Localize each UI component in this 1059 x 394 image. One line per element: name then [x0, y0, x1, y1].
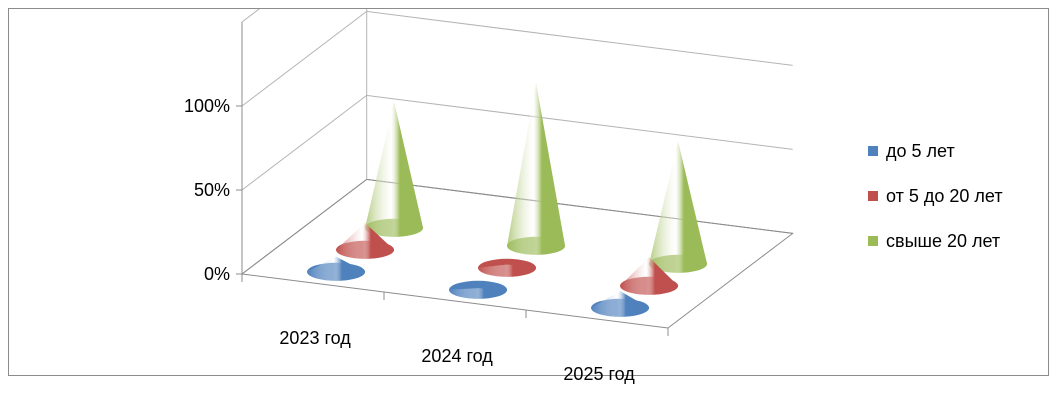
cone-mark [307, 256, 366, 281]
cone-mark [365, 101, 424, 237]
legend-item: от 5 до 20 лет [868, 185, 1003, 207]
legend-swatch-icon [868, 236, 878, 246]
chart-walls [240, 9, 794, 329]
cone-mark [449, 280, 508, 299]
x-tick-label: 2025 год [563, 364, 635, 384]
gridline [241, 10, 793, 107]
cone-mark [478, 258, 537, 277]
cone-mark [649, 141, 708, 273]
legend-label: свыше 20 лет [886, 230, 1001, 251]
gridline [241, 9, 260, 23]
legend-swatch-icon [868, 146, 878, 156]
legend-label: до 5 лет [886, 140, 955, 161]
x-tick-label: 2023 год [279, 328, 351, 348]
y-tick-label: 100% [184, 96, 230, 116]
legend-label: от 5 до 20 лет [886, 185, 1003, 206]
chart-legend: до 5 лет от 5 до 20 лет свыше 20 лет [868, 140, 1003, 275]
cone-mark [507, 82, 566, 255]
chart-marks [307, 82, 708, 317]
chart-plot: 0% 50% 100% 2023 год 2024 год 2025 год [184, 9, 794, 384]
y-tick-label: 0% [204, 264, 230, 284]
x-tick-label: 2024 год [421, 346, 493, 366]
legend-item: свыше 20 лет [868, 230, 1003, 252]
y-tick-label: 50% [194, 180, 230, 200]
cone-mark [336, 222, 395, 259]
legend-item: до 5 лет [868, 140, 1003, 162]
axis-ticks: 0% 50% 100% 2023 год 2024 год 2025 год [184, 96, 669, 384]
legend-swatch-icon [868, 191, 878, 201]
cone-mark [591, 291, 650, 317]
cone-mark [620, 257, 679, 295]
gridline [241, 94, 793, 191]
